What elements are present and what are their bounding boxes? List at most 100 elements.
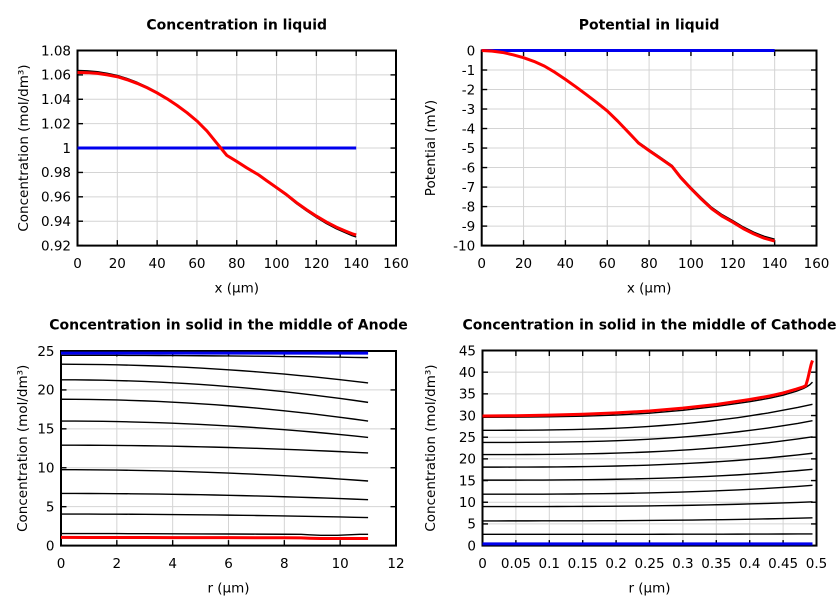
x-tick-label: 80 <box>641 256 658 272</box>
y-tick-label: 1.04 <box>41 92 71 108</box>
x-tick-label: 0.05 <box>501 556 531 572</box>
y-tick-label: 45 <box>459 343 476 359</box>
x-tick-label: 0.1 <box>539 556 560 572</box>
x-tick-label: 4 <box>168 556 177 572</box>
chart-title: Concentration in liquid <box>146 18 327 34</box>
y-tick-label: 1.08 <box>41 43 71 59</box>
chart-title: Potential in liquid <box>579 18 720 34</box>
x-tick-label: 160 <box>383 256 409 272</box>
x-tick-label: 60 <box>599 256 616 272</box>
y-tick-label: 0 <box>467 43 476 59</box>
y-tick-label: -6 <box>462 160 475 176</box>
y-tick-label: 10 <box>37 461 54 477</box>
series-time-7 <box>483 469 813 480</box>
y-tick-label: 30 <box>459 408 476 424</box>
x-tick-label: 140 <box>762 256 788 272</box>
x-tick-label: 120 <box>303 256 329 272</box>
x-tick-label: 100 <box>678 256 704 272</box>
x-tick-label: 160 <box>804 256 830 272</box>
y-tick-label: -1 <box>462 63 475 79</box>
series-time-2 <box>61 355 368 357</box>
x-tick-label: 0.35 <box>701 556 731 572</box>
series-time-9 <box>61 493 368 499</box>
x-tick-label: 100 <box>264 256 290 272</box>
y-tick-label: 0 <box>467 538 476 554</box>
x-tick-label: 20 <box>515 256 532 272</box>
x-tick-label: 0 <box>57 556 66 572</box>
x-tick-label: 0 <box>73 256 82 272</box>
x-tick-label: 40 <box>557 256 574 272</box>
x-tick-labels: 0 20 40 60 80 100 120 140 160 <box>477 256 829 272</box>
x-tick-label: 20 <box>109 256 126 272</box>
y-tick-label: 0.98 <box>41 165 71 181</box>
series-final-time <box>78 72 357 235</box>
x-tick-label: 0 <box>478 556 487 572</box>
y-tick-label: 25 <box>37 344 54 360</box>
series-time-8 <box>483 485 813 494</box>
y-tick-label: -5 <box>462 141 475 157</box>
y-tick-label: -7 <box>462 180 475 196</box>
series-final-time <box>482 51 775 242</box>
x-axis-label: r (µm) <box>207 581 249 597</box>
y-tick-labels: 0 5 10 15 20 25 30 35 40 45 <box>459 343 476 554</box>
series-final-time <box>61 537 368 538</box>
y-tick-label: 15 <box>459 473 476 489</box>
y-tick-label: 1 <box>62 141 71 157</box>
y-tick-label: 20 <box>37 383 54 399</box>
y-tick-label: -8 <box>462 199 475 215</box>
y-tick-label: 0 <box>46 538 55 554</box>
x-tick-label: 10 <box>332 556 349 572</box>
series-time-10 <box>483 518 813 521</box>
series-final-time <box>483 360 813 416</box>
y-tick-label: 10 <box>459 495 476 511</box>
x-tick-label: 0.4 <box>739 556 760 572</box>
y-tick-label: 5 <box>46 499 55 515</box>
series-time-8 <box>61 470 368 481</box>
y-tick-label: 35 <box>459 387 476 403</box>
gridlines <box>483 351 817 546</box>
x-tick-label: 0.25 <box>634 556 664 572</box>
x-tick-label: 8 <box>280 556 289 572</box>
y-tick-label: -2 <box>462 82 475 98</box>
series-time-10 <box>61 514 368 518</box>
y-tick-label: 0.96 <box>41 190 71 206</box>
y-tick-label: 1.02 <box>41 116 71 132</box>
x-tick-label: 0.2 <box>605 556 626 572</box>
x-tick-label: 6 <box>224 556 233 572</box>
chart-title: Concentration in solid in the middle of … <box>49 318 407 334</box>
x-axis-label: r (µm) <box>628 581 670 597</box>
y-tick-labels: -10-9-8-7-6-5-4-3-2-10 <box>453 43 475 254</box>
x-tick-label: 0.3 <box>672 556 693 572</box>
y-tick-label: -3 <box>462 102 475 118</box>
series-time-7 <box>61 445 368 453</box>
y-tick-label: 0.92 <box>41 238 71 254</box>
y-tick-label: -10 <box>453 238 475 254</box>
series-time-6 <box>483 453 813 467</box>
y-tick-label: 0.94 <box>41 214 71 230</box>
series-time-4 <box>483 421 813 443</box>
y-tick-label: 20 <box>459 452 476 468</box>
y-tick-labels: 0 5 10 15 20 25 <box>37 344 54 555</box>
x-tick-label: 12 <box>387 556 404 572</box>
y-tick-label: 40 <box>459 365 476 381</box>
y-tick-label: 5 <box>467 517 476 533</box>
y-tick-label: 25 <box>459 430 476 446</box>
x-tick-label: 0.5 <box>806 556 827 572</box>
y-tick-label: 15 <box>37 422 54 438</box>
y-axis-label: Potential (mV) <box>423 100 439 196</box>
series-intermediate-time <box>78 71 357 237</box>
x-tick-label: 120 <box>720 256 746 272</box>
x-tick-label: 0 <box>477 256 486 272</box>
y-axis-label: Concentration (mol/dm³) <box>423 364 439 531</box>
chart-title: Concentration in solid in the middle of … <box>462 318 836 334</box>
